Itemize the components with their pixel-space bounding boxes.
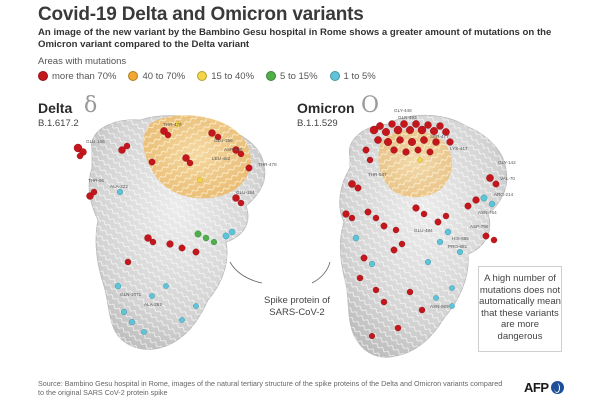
residue-label: PRO-681 <box>448 244 468 249</box>
callout-arrow-right <box>311 261 331 284</box>
note-box: A high number of mutations does not auto… <box>478 266 562 352</box>
delta-variant-name: Delta <box>38 100 73 116</box>
residue-label: ALA-262 <box>144 302 162 307</box>
residue-label: GLU-154 <box>236 190 255 195</box>
residue-label: ARG-214 <box>494 192 514 197</box>
omicron-protein-texture <box>339 115 507 358</box>
legend-item-1-to-5: 1 to 5% <box>329 70 376 82</box>
residue-label: LEU-452 <box>212 156 231 161</box>
residue-label: THR-478 <box>258 162 277 167</box>
globe-icon <box>550 381 564 394</box>
omicron-yellow-sites <box>417 157 423 163</box>
residue-label: LYS-417 <box>450 146 468 151</box>
residue-label: SER-477 <box>430 134 449 139</box>
legend-label: 15 to 40% <box>211 70 255 82</box>
residue-label: GLU-484 <box>414 228 433 233</box>
legend-label: 5 to 15% <box>280 70 318 82</box>
residue-label: GLU-156 <box>214 138 233 143</box>
legend-dot-blue <box>329 71 340 81</box>
afp-logo: AFP <box>524 380 564 395</box>
delta-spike-protein <box>88 115 266 350</box>
delta-yellow-sites <box>175 121 203 183</box>
legend-label: 40 to 70% <box>142 70 186 82</box>
omicron-spike-protein <box>339 114 508 358</box>
callout-arrow-left <box>229 261 263 284</box>
residue-label: ALA-222 <box>110 184 128 189</box>
residue-label: ASN-764 <box>478 210 497 215</box>
omicron-blue-sites <box>352 194 496 309</box>
residue-label: ASP-950 <box>224 147 243 152</box>
afp-logo-text: AFP <box>524 380 549 395</box>
delta-mutation-sites <box>73 121 253 335</box>
legend-label: 1 to 5% <box>343 70 376 82</box>
residue-label: THR-547 <box>368 172 387 177</box>
legend-dot-yellow <box>197 71 208 81</box>
residue-label: HIS-655 <box>452 236 469 241</box>
legend-item-more-than-70: more than 70% <box>38 71 116 82</box>
residue-label: THR-478 <box>163 122 182 127</box>
residue-label: GLY-142 <box>498 160 516 165</box>
omicron-lineage-code: B.1.1.529 <box>297 118 338 129</box>
omicron-mutation-sites <box>342 120 500 340</box>
omicron-residue-labels: GLY-446 GLN-493 SER-477 LYS-417 GLY-142 … <box>368 108 516 309</box>
residue-label: THR-95 <box>88 178 105 183</box>
legend: more than 70% 40 to 70% 15 to 40% 5 to 1… <box>38 69 388 83</box>
omicron-red-sites <box>342 120 500 340</box>
omicron-variant-name: Omicron <box>297 100 355 116</box>
residue-label: ASN-969 <box>430 304 449 309</box>
residue-label: GLN-493 <box>398 115 417 120</box>
delta-green-sites <box>194 230 217 245</box>
delta-residue-labels: GLU-156 THR-478 GLU-156 ASP-950 THR-95 A… <box>86 122 277 307</box>
legend-item-15-to-40: 15 to 40% <box>197 71 254 82</box>
delta-lineage-code: B.1.617.2 <box>38 118 79 129</box>
delta-symbol: δ <box>84 93 98 118</box>
omicron-symbol: O <box>361 93 380 118</box>
subtitle: An image of the new variant by the Bambi… <box>38 27 552 50</box>
legend-item-40-to-70: 40 to 70% <box>128 71 185 82</box>
residue-label: GLU-156 <box>86 139 105 144</box>
residue-label: GLN-1071 <box>120 292 142 297</box>
spike-protein-callout: Spike protein of SARS-CoV-2 <box>263 295 330 318</box>
residue-label: ASP-796 <box>470 224 489 229</box>
legend-dot-green <box>266 71 277 81</box>
residue-label: GLY-446 <box>394 108 412 113</box>
legend-label: more than 70% <box>52 70 117 82</box>
legend-title: Areas with mutations <box>38 56 127 67</box>
legend-item-5-to-15: 5 to 15% <box>266 71 318 82</box>
legend-dot-red <box>38 71 48 81</box>
source-note: Source: Bambino Gesu hospital in Rome, i… <box>38 379 503 397</box>
legend-dot-orange <box>128 71 139 81</box>
delta-red-sites <box>73 127 253 266</box>
residue-label: VAL-70 <box>500 176 515 181</box>
page-title: Covid-19 Delta and Omicron variants <box>38 4 364 25</box>
delta-blue-sites <box>114 188 236 335</box>
